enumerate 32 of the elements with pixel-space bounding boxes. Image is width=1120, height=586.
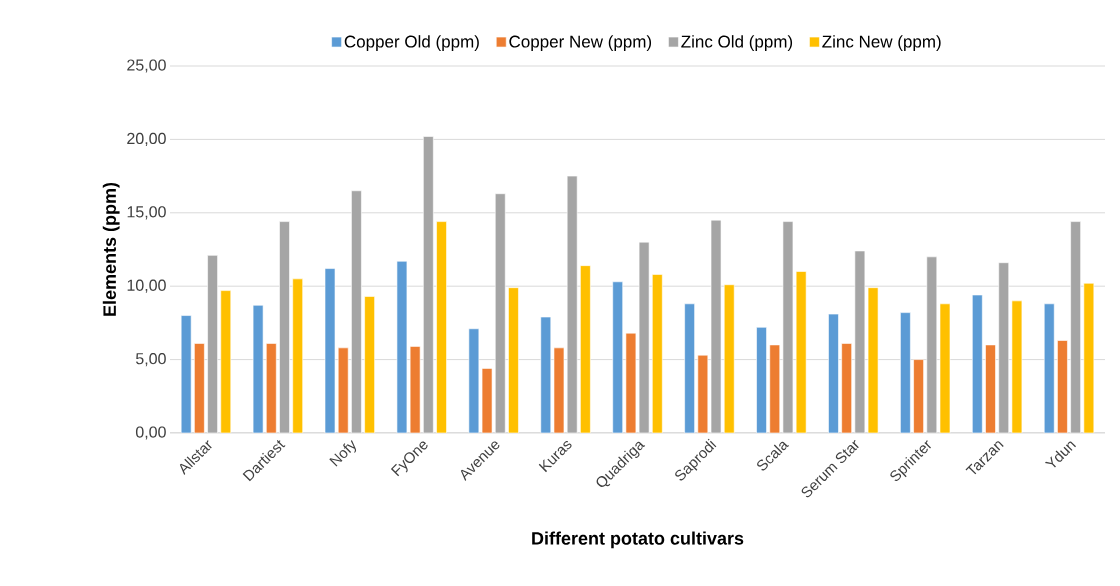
y-tick-label: 20,00 [127,132,166,146]
bar [194,343,205,433]
x-axis-title: Different potato cultivars [532,531,744,549]
y-tick-label: 0,00 [135,426,166,440]
y-tick-label: 15,00 [127,206,166,220]
bar [985,344,996,433]
y-axis-title: Elements (ppm) [102,182,120,316]
bar [710,219,722,433]
bar [998,262,1010,433]
bar [423,136,434,433]
bar [566,175,578,433]
bar [494,193,506,433]
bar [265,343,277,433]
bar [351,190,362,433]
y-tick-label: 25,00 [127,59,166,73]
y-tick-label: 10,00 [127,279,166,293]
y-tick-label: 5,00 [135,352,166,367]
bar [769,344,781,433]
bar [697,354,709,433]
bar [207,255,218,433]
legend-label: Copper New (ppm) [509,35,652,51]
bar [841,343,852,433]
bar [1070,221,1081,433]
bar [553,347,565,433]
bar [913,359,924,433]
bar [1057,340,1068,433]
bar [926,256,938,433]
bar [337,347,349,433]
legend-label: Zinc Old (ppm) [681,35,793,51]
bar [279,221,290,433]
legend-label: Zinc New (ppm) [822,35,941,51]
legend-label: Copper Old (ppm) [344,35,479,51]
